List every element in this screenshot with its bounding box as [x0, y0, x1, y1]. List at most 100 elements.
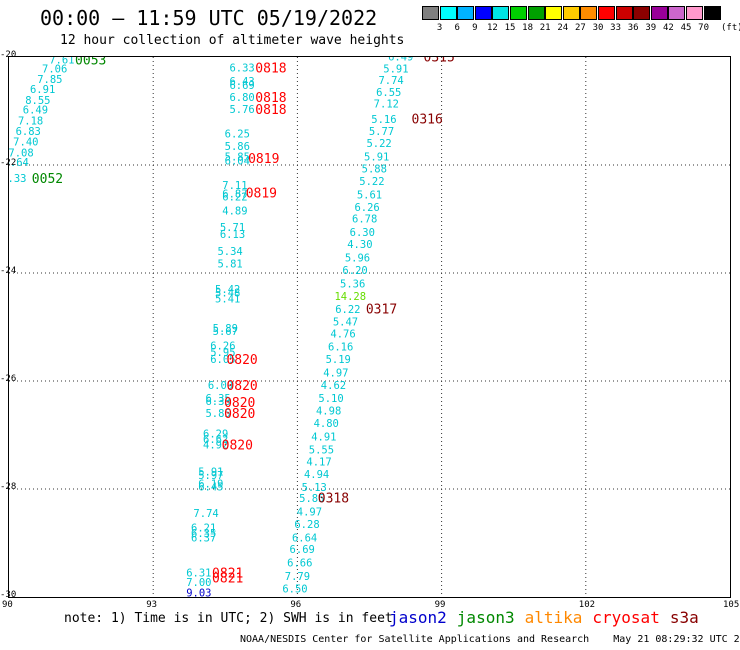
wave-height-label: 5.81 [217, 258, 242, 270]
color-swatch [615, 6, 633, 20]
wave-height-label: 4.97 [297, 506, 322, 518]
credit-text: NOAA/NESDIS Center for Satellite Applica… [240, 634, 590, 645]
wave-height-label: 6.50 [282, 584, 307, 596]
lon-tick-label: 102 [578, 600, 596, 610]
wave-height-label: 5.85 [299, 493, 324, 505]
page-subtitle: 12 hour collection of altimeter wave hei… [60, 33, 405, 48]
color-swatch [474, 6, 492, 20]
wave-height-label: 4.92 [203, 439, 228, 451]
wave-height-label: 7.06 [42, 64, 67, 76]
legend-altika: altika [524, 608, 583, 627]
pass-time-label: 0821 [212, 572, 243, 587]
color-scale-label: 12 [486, 23, 498, 33]
lat-tick-label: -26 [0, 374, 17, 384]
wave-height-label: 6.25 [225, 128, 250, 140]
altimeter-map: 7.61 7.06 7.85 6.91 8.55 6.49 7.18 6.83 7.40 7.08… [8, 56, 731, 598]
satellite-legend: jason2 jason3 altika cryosat s3a [389, 608, 709, 627]
wave-height-label: 7.61 [49, 57, 74, 66]
pass-time-label: 0820 [226, 353, 257, 368]
color-swatch [598, 6, 615, 20]
pass-time-label: 0820 [224, 407, 255, 422]
pass-time-label: 0819 [248, 152, 279, 167]
color-swatch [668, 6, 686, 20]
color-swatch [686, 6, 703, 20]
color-scale-label: 9 [472, 23, 478, 33]
wave-height-label: 6.26 [210, 341, 235, 353]
wave-height-label: 6.21 [191, 523, 216, 535]
color-scale-label: 39 [645, 23, 657, 33]
wave-height-label: 5.95 [210, 347, 235, 359]
color-scale-label: 6 [454, 23, 460, 33]
wave-height-label: 7.33 [9, 173, 26, 185]
pass-time-label: 0052 [32, 172, 63, 187]
wave-height-label: 6.29 [203, 429, 228, 441]
legend-cryosat: cryosat [592, 608, 660, 627]
wave-height-label: 6.62 [203, 434, 228, 446]
legend-jason3: jason3 [456, 608, 515, 627]
generated-timestamp: May 21 08:29:32 UTC 2022 [613, 634, 740, 645]
wave-height-label: 7.74 [378, 75, 403, 87]
legend-jason2: jason2 [389, 608, 447, 627]
wave-height-label: 6.80 [229, 92, 254, 104]
wave-height-label: 5.55 [309, 444, 334, 456]
pass-time-label: 0318 [318, 492, 349, 507]
pass-time-label: 0820 [226, 379, 257, 394]
color-scale-label: 70 [698, 23, 710, 33]
wave-height-label: 6.33 [229, 62, 254, 74]
color-swatch [650, 6, 668, 20]
wave-height-label: 7.85 [37, 74, 62, 86]
color-scale-label: 18 [522, 23, 534, 33]
wave-height-label: 4.80 [314, 418, 339, 430]
pass-time-label: 0317 [366, 303, 397, 318]
wave-height-label: 5.71 [220, 222, 245, 234]
wave-height-label: 4.17 [306, 457, 331, 469]
wave-height-label: 6.64 [9, 157, 29, 169]
wave-height-label: 5.42 [215, 284, 240, 296]
wave-height-label: 5.89 [213, 323, 238, 335]
wave-height-label: 5.67 [213, 326, 238, 338]
wave-height-label: 5.86 [225, 141, 250, 153]
color-swatch [703, 6, 721, 20]
wave-height-label: 5.34 [217, 246, 242, 258]
pass-time-label: 0819 [246, 187, 277, 202]
wave-height-label: 5.61 [357, 189, 382, 201]
color-swatch [527, 6, 545, 20]
wave-height-label: 6.09 [208, 380, 233, 392]
wave-height-label: 4.98 [316, 405, 341, 417]
wave-height-label: 6.20 [342, 265, 367, 277]
color-scale-label: 27 [574, 23, 586, 33]
lon-tick-label: 105 [723, 600, 740, 610]
wave-height-label: 6.33 [205, 396, 230, 408]
lon-tick-label: 93 [146, 600, 158, 610]
wave-height-label: 5.36 [340, 278, 365, 290]
pass-time-label: 0315 [424, 57, 455, 66]
wave-height-label: 6.35 [205, 393, 230, 405]
wave-height-label: 5.85 [205, 408, 230, 420]
wave-height-label: 6.28 [294, 519, 319, 531]
lon-tick-label: 96 [290, 600, 302, 610]
wave-height-label: 6.22 [335, 304, 360, 316]
pass-time-label: 0821 [212, 566, 243, 581]
wave-height-label: 5.76 [229, 104, 254, 116]
wave-height-label: 5.88 [362, 163, 387, 175]
wave-height-label: 4.91 [311, 431, 336, 443]
color-scale-unit: (ft) [721, 23, 740, 33]
color-swatch [510, 6, 527, 20]
pass-time-label: 0818 [255, 103, 286, 118]
pass-time-label: 0820 [224, 396, 255, 411]
wave-height-label: 6.16 [328, 342, 353, 354]
color-scale-label: 24 [557, 23, 569, 33]
wave-height-label: 4.30 [347, 239, 372, 251]
wave-height-label: 6.43 [229, 76, 254, 88]
wave-height-label: 7.11 [222, 180, 247, 192]
wave-height-label: 4.94 [304, 469, 329, 481]
wave-height-label: 4.62 [321, 380, 346, 392]
wave-height-label: 5.77 [369, 126, 394, 138]
wave-height-label: 4.76 [330, 329, 355, 341]
wave-height-label: 5.91 [198, 466, 223, 478]
wave-height-label: 5.91 [364, 152, 389, 164]
wave-height-label: 6.87 [222, 188, 247, 200]
lon-tick-label: 90 [2, 600, 13, 610]
wave-height-label: 5.47 [333, 316, 358, 328]
wave-height-label: 5.48 [215, 288, 240, 300]
